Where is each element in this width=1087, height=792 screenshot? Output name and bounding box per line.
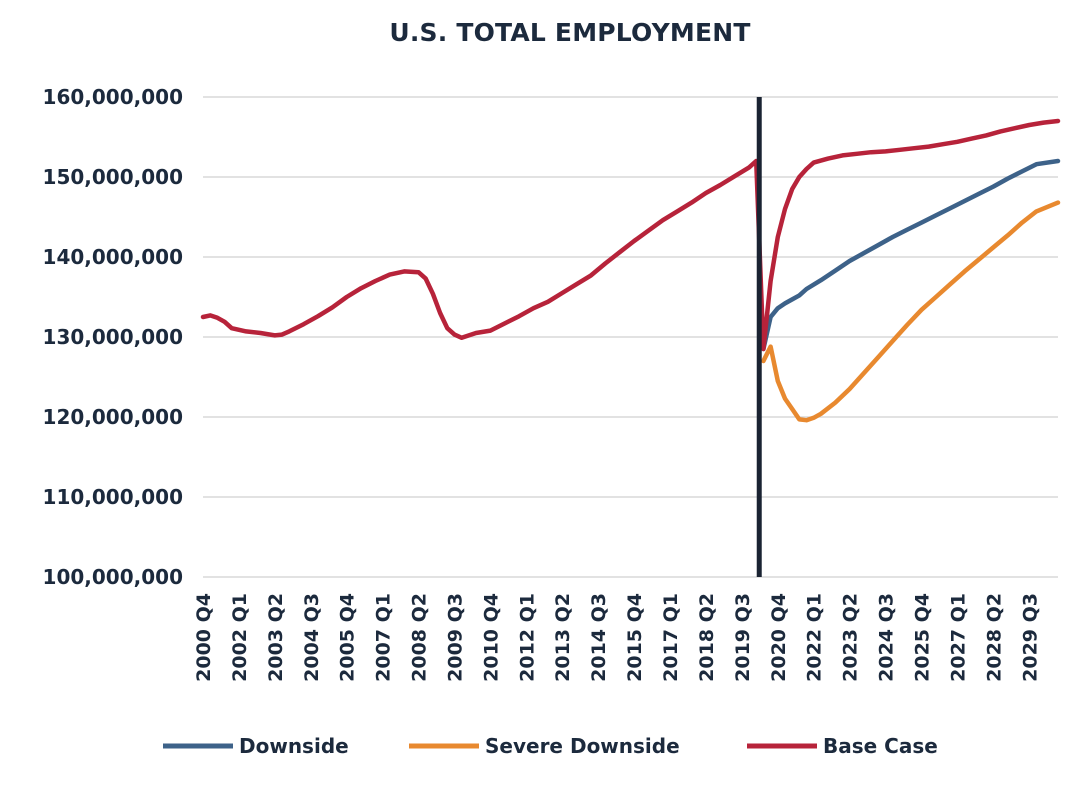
x-tick-label: 2005 Q4 [337,593,359,682]
series-line-severe-downside [761,200,1061,423]
y-tick-label: 140,000,000 [43,245,183,269]
x-tick-label: 2010 Q4 [480,593,502,682]
x-tick-label: 2017 Q1 [660,593,682,682]
gridlines [203,96,1058,578]
series-line-downside [761,158,1061,352]
legend: Downside Severe Downside Base Case [163,734,938,758]
x-tick-label: 2023 Q2 [840,593,862,682]
y-tick-label: 100,000,000 [43,565,183,589]
x-tick-label: 2029 Q3 [1019,593,1041,682]
x-tick-label: 2000 Q4 [193,593,215,682]
x-tick-label: 2009 Q3 [445,593,467,682]
x-tick-label: 2020 Q4 [768,593,790,682]
x-tick-label: 2013 Q2 [552,593,574,682]
y-tick-label: 130,000,000 [43,325,183,349]
x-tick-label: 2015 Q4 [624,593,646,682]
y-tick-label: 150,000,000 [43,165,183,189]
x-tick-label: 2004 Q3 [301,593,323,682]
x-tick-label: 2003 Q2 [265,593,287,682]
x-tick-label: 2002 Q1 [229,593,251,682]
x-axis-tick-labels: 2000 Q4 2002 Q1 2003 Q2 2004 Q3 2005 Q4 2007 … [193,593,1041,682]
x-tick-label: 2019 Q3 [732,593,754,682]
y-tick-label: 160,000,000 [43,85,183,109]
x-tick-label: 2022 Q1 [804,593,826,682]
x-tick-label: 2024 Q3 [876,593,898,682]
series-line-base-case [200,118,1061,352]
x-tick-label: 2012 Q1 [516,593,538,682]
x-tick-label: 2008 Q2 [409,593,431,682]
series-lines [200,118,1061,423]
x-tick-label: 2007 Q1 [373,593,395,682]
legend-label: Severe Downside [485,734,680,758]
y-axis-tick-labels: 100,000,000 110,000,000 120,000,000 130,000… [43,85,183,589]
y-tick-label: 110,000,000 [43,485,183,509]
x-tick-label: 2027 Q1 [947,593,969,682]
y-tick-label: 120,000,000 [43,405,183,429]
legend-label: Downside [239,734,349,758]
x-tick-label: 2025 Q4 [912,593,934,682]
x-tick-label: 2014 Q3 [588,593,610,682]
chart-title: U.S. TOTAL EMPLOYMENT [389,18,751,47]
x-tick-label: 2028 Q2 [983,593,1005,682]
x-tick-label: 2018 Q2 [696,593,718,682]
legend-label: Base Case [823,734,938,758]
